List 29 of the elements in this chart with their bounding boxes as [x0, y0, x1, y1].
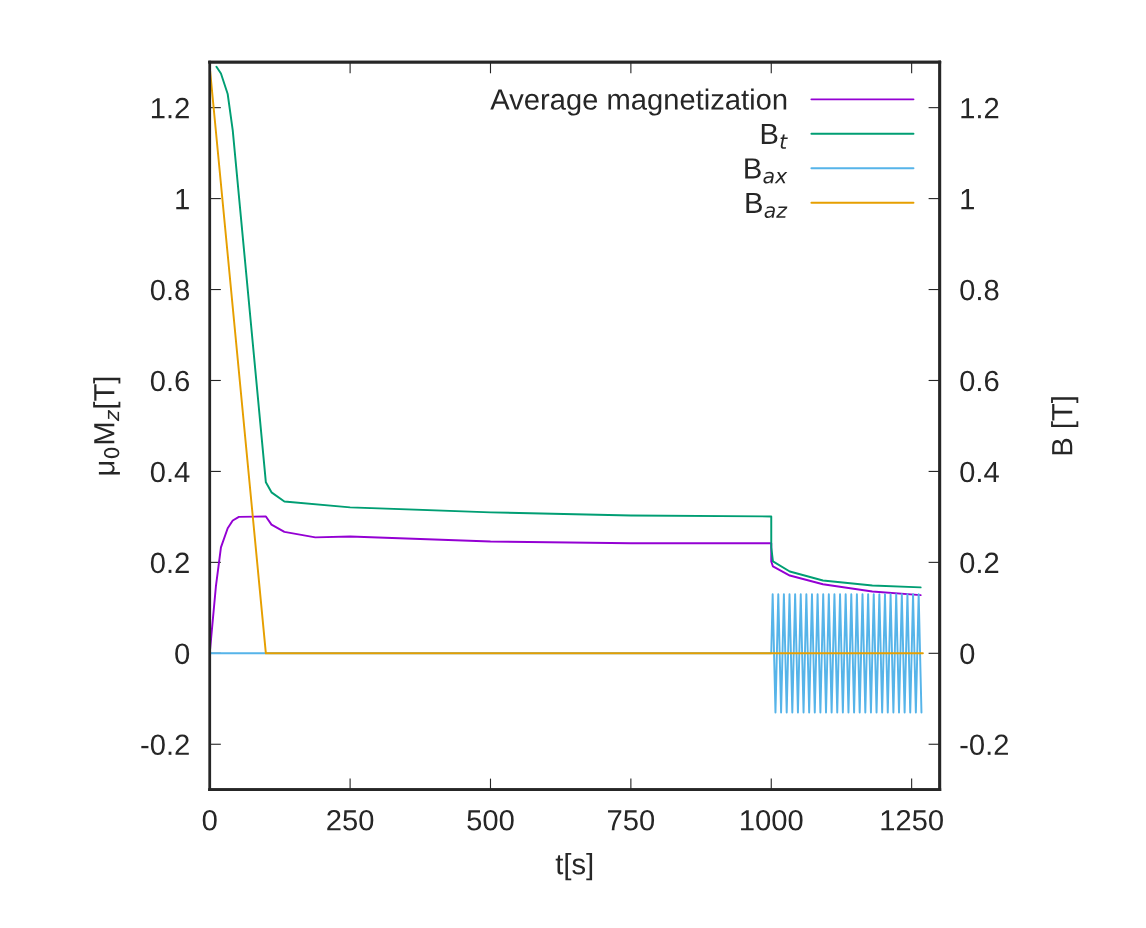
y2-tick-label: -0.2 [960, 734, 1008, 756]
x-tick-label: 500 [467, 809, 514, 831]
y-tick-label: 0.2 [150, 552, 189, 574]
x-tick-label: 1250 [881, 809, 943, 831]
x-tick-label: 750 [608, 809, 655, 831]
y2-tick-label: 0.8 [960, 279, 999, 301]
legend-label: B$_{ax}$ [745, 158, 788, 184]
x-axis-title: t[s] [555, 853, 593, 881]
y-tick-label: 1.2 [151, 97, 189, 119]
y2-tick-label: 1 [961, 189, 974, 210]
y-tick-label: 0.6 [150, 370, 189, 392]
y2-tick-label: 0.6 [960, 370, 999, 392]
y2-tick-label: 0 [960, 643, 975, 665]
legend-label: B$_{az}$ [746, 192, 788, 219]
y2-axis-title: B [T] [1051, 397, 1079, 455]
legend-label: Average magnetization [490, 88, 787, 116]
x-tick-label: 0 [202, 809, 217, 831]
y-tick-label: 0 [175, 643, 190, 665]
y-axis-title: μ$_{0}$M$_{z}$[T] [93, 377, 121, 475]
y2-tick-label: 1.2 [961, 97, 999, 119]
legend-label: B$_{t}$ [761, 123, 788, 149]
x-tick-label: 1000 [741, 809, 803, 831]
y2-tick-label: 0.4 [960, 461, 999, 483]
x-tick-label: 250 [327, 809, 374, 831]
y-tick-label: 1 [176, 189, 189, 210]
y-tick-label: 0.4 [150, 461, 190, 483]
y-tick-label: -0.2 [141, 734, 189, 756]
y2-tick-label: 0.2 [960, 552, 999, 574]
y-tick-label: 0.8 [150, 279, 190, 301]
